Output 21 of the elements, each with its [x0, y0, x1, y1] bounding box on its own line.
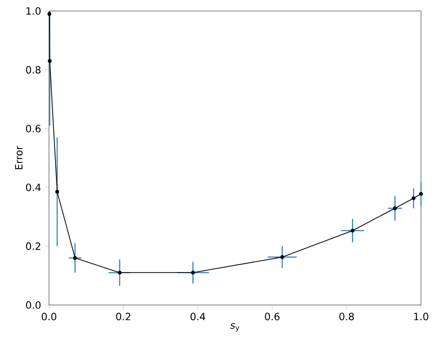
y-tick-label: 0.6: [26, 124, 41, 132]
x-tick-label: 0.4: [190, 312, 206, 320]
y-tick-label: 0.8: [26, 66, 41, 74]
y-tick-label: 0.2: [26, 242, 40, 250]
point: [350, 228, 354, 233]
y-tick-label: 0.4: [26, 184, 41, 192]
x-tick-label: 1.0: [414, 312, 428, 320]
x-tick-label: 0.6: [264, 312, 280, 320]
point: [191, 270, 195, 275]
point: [393, 206, 397, 210]
x-tick-label: 0.8: [339, 312, 354, 320]
point: [280, 255, 284, 259]
x-tick-label: 0.2: [116, 312, 130, 320]
y-tick-label: 0.0: [26, 301, 41, 309]
x-axis-title: s$_{y}$: [230, 323, 240, 332]
point: [73, 256, 77, 260]
y-tick-label: 1.0: [26, 7, 41, 15]
x-tick-label: 0.0: [42, 312, 56, 320]
point: [118, 270, 122, 275]
point: [47, 12, 52, 16]
y-axis-title: Error: [15, 146, 23, 170]
